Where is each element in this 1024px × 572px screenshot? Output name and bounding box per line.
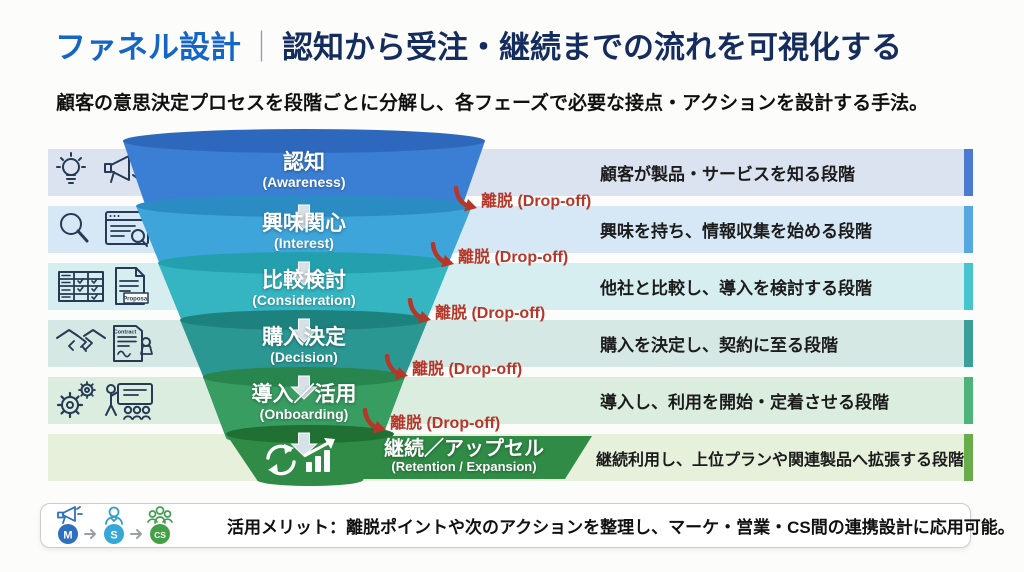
retention-banner [340,436,592,479]
down-arrow-icon [290,318,318,343]
svg-text:S: S [110,529,117,541]
funnel-segment-retention [226,434,394,486]
growth-chart-icon [303,438,335,472]
dropoff-arrow-icon [453,186,477,212]
svg-text:Contract: Contract [114,330,137,336]
svg-text:CS: CS [154,529,166,539]
benefit-text: 活用メリット：離脱ポイントや次のアクションを整理し、マーケ・営業・CS間の連携設… [227,518,1015,537]
page-title: ファネル設計｜認知から受注・継続までの流れを可視化する [55,22,902,67]
stage-label-interest: 興味関心 (Interest) [262,212,346,251]
stage-label-onboarding: 導入／活用 (Onboarding) [251,383,357,422]
cs-team-icon [147,505,173,524]
title-main: 認知から受注・継続までの流れを可視化する [282,30,902,65]
down-arrow-icon [290,375,318,400]
stage-description: 顧客が製品・サービスを知る段階 [600,165,855,184]
dropoff-decision: 離脱 (Drop-off) [383,354,522,380]
magnifier-icon [60,213,82,235]
sales-person-icon [105,506,123,525]
training-icon [117,383,153,405]
svg-text:Proposal: Proposal [123,297,149,303]
stage-description: 他社と比較し、導入を検討する段階 [600,279,872,298]
dropoff-arrow-icon [430,242,454,268]
stage-label-decision: 購入決定 (Decision) [262,326,346,365]
dropoff-arrow-icon [407,298,431,324]
proposal-document-icon [115,267,145,305]
dropoff-interest: 離脱 (Drop-off) [429,242,568,268]
stage-label-retention: 継続／アップセル (Retention / Expansion) [384,438,544,475]
stage-description: 興味を持ち、情報収集を始める段階 [600,222,872,241]
handshake-icon [56,329,106,339]
band-accent-bar [964,263,973,310]
stage-band-onboarding: 導入し、利用を開始・定着させる段階 [48,377,973,424]
dropoff-arrow-icon [384,354,408,380]
funnel-rim-awareness [123,129,485,153]
down-arrow-icon [290,204,318,229]
onboarding-icons [56,381,153,420]
contract-stamp-icon [113,325,143,362]
band-accent-bar [964,320,973,367]
band-accent-bar [964,377,973,424]
down-arrows [290,204,318,457]
stage-description: 継続利用し、上位プランや関連製品へ拡張する段階 [596,451,965,469]
dropoff-onboarding: 離脱 (Drop-off) [361,408,500,434]
decision-icons: Contract [56,325,153,362]
stage-description: 購入を決定し、契約に至る段階 [600,336,838,355]
team-flow-icons: M S CS [57,505,173,544]
dropoff-awareness: 離脱 (Drop-off) [452,186,591,212]
title-brand: ファネル設計 [55,30,241,65]
interest-icons [60,211,149,247]
marketing-megaphone-icon [57,505,83,524]
down-arrow-icon [290,261,318,286]
title-separator: ｜ [246,30,277,65]
consideration-icons: Proposal [58,267,149,305]
dropoff-arrow-icon [362,408,386,434]
svg-text:M: M [63,529,72,541]
stage-label-consideration: 比較検討 (Consideration) [252,269,356,308]
benefit-note: M S CS 活用メリット：離脱ポイントや次のアクションを整理し、マーケ・営業・… [40,503,1015,548]
band-accent-bar [964,149,973,196]
band-accent-bar [964,434,973,481]
down-arrow-icon [290,432,318,457]
dropoff-consideration: 離脱 (Drop-off) [406,298,545,324]
band-accent-bar [964,206,973,253]
stage-label-awareness: 認知 (Awareness) [262,151,346,190]
page-subtitle: 顧客の意思決定プロセスを段階ごとに分解し、各フェーズで必要な接点・アクションを設… [56,93,929,114]
stage-description: 導入し、利用を開始・定着させる段階 [600,393,889,412]
